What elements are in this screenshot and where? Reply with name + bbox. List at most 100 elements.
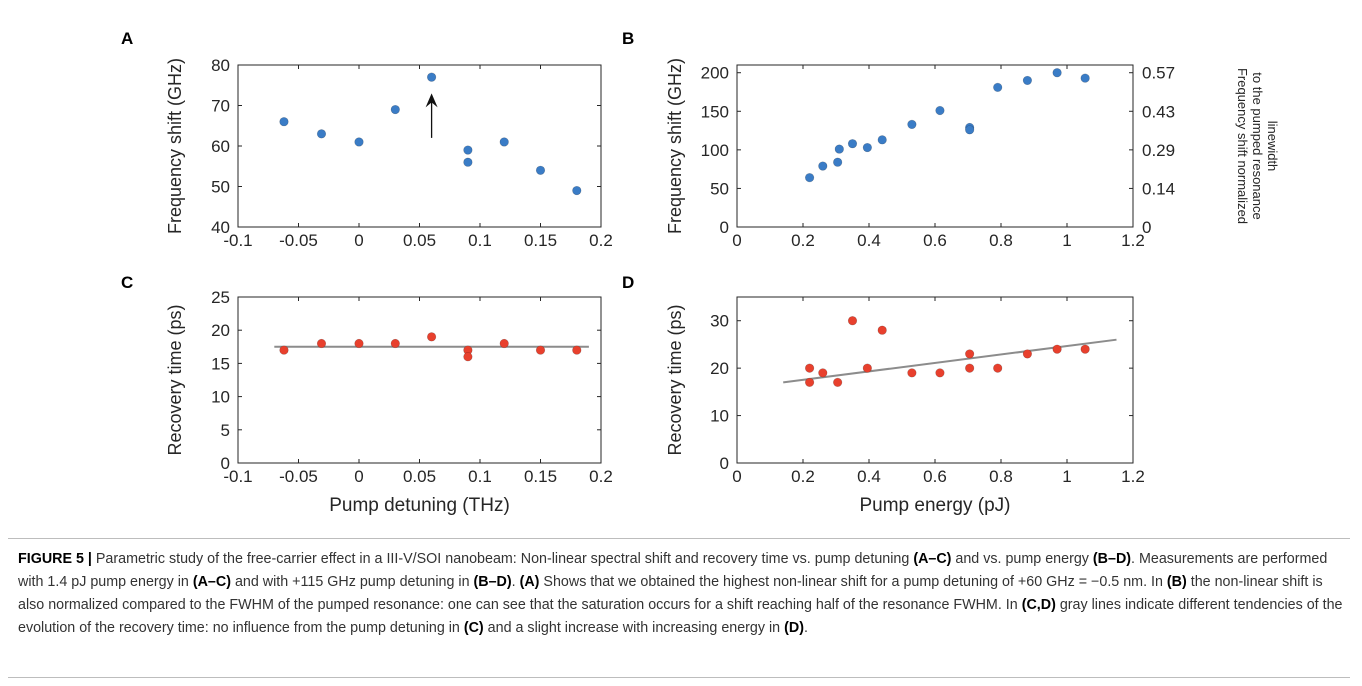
data-point — [877, 325, 887, 335]
data-point — [1052, 68, 1062, 78]
data-point — [804, 377, 815, 387]
x-tick-label: 0 — [354, 467, 363, 486]
x-tick-label: 1 — [1062, 467, 1071, 486]
x-tick-label: 0.05 — [403, 231, 436, 250]
y2-tick-label: 0.57 — [1142, 64, 1175, 83]
y-axis-label: Frequency shift (GHz) — [665, 58, 685, 234]
data-point — [847, 316, 858, 326]
data-point — [804, 173, 815, 183]
x-axis-label: Pump detuning (THz) — [329, 495, 510, 516]
caption-panel-ref: (C,D) — [1021, 597, 1056, 613]
data-point — [1022, 75, 1033, 86]
data-point — [993, 363, 1003, 373]
x-tick-label: 0 — [732, 231, 741, 250]
trend-line — [783, 338, 1117, 384]
y-tick-label: 25 — [211, 288, 230, 307]
caption-text: and with +115 GHz pump detuning in — [230, 574, 474, 590]
y-axis-label: Frequency shift (GHz) — [165, 58, 185, 234]
y2-tick-label: 0.43 — [1142, 102, 1175, 121]
data-point — [818, 161, 828, 171]
data-point — [279, 345, 289, 355]
y-tick-label: 100 — [701, 141, 729, 160]
x-axis-label: Pump energy (pJ) — [859, 495, 1010, 516]
caption-panel-ref: (B–D) — [473, 574, 512, 590]
x-tick-label: 1 — [1062, 231, 1071, 250]
x-tick-label: 0.15 — [524, 467, 557, 486]
caption-text: and vs. pump energy — [951, 551, 1093, 567]
data-point — [833, 377, 843, 387]
caption-text: and a slight increase with increasing en… — [483, 620, 785, 636]
y2-tick-label: 0 — [1142, 218, 1151, 237]
y-tick-label: 20 — [211, 321, 230, 340]
caption-box — [8, 538, 1350, 678]
y-tick-label: 200 — [701, 64, 729, 83]
x-tick-label: 0.2 — [791, 231, 815, 250]
annotation-arrow-head — [425, 93, 438, 108]
y-tick-label: 0 — [720, 454, 729, 473]
data-point — [935, 368, 945, 378]
caption-text: Parametric study of the free-carrier eff… — [91, 551, 914, 567]
data-point — [279, 117, 289, 127]
data-point — [499, 137, 509, 147]
data-point — [390, 338, 400, 349]
x-tick-label: 0.6 — [923, 467, 947, 486]
x-tick-label: 0.6 — [923, 231, 947, 250]
data-point — [1080, 344, 1090, 354]
x-tick-label: 0.4 — [857, 231, 881, 250]
caption-panel-ref: (A–C) — [192, 574, 231, 590]
data-point — [862, 142, 872, 153]
x-tick-label: 0 — [354, 231, 363, 250]
data-point — [965, 125, 975, 135]
x-tick-label: 0.15 — [524, 231, 557, 250]
x-tick-label: 0.8 — [989, 231, 1013, 250]
data-point — [993, 82, 1003, 92]
y-tick-label: 80 — [211, 56, 230, 75]
data-point — [834, 144, 844, 154]
y-tick-label: 50 — [710, 179, 729, 198]
axes-frame-a — [237, 64, 602, 228]
caption-panel-ref: (B–D) — [1092, 551, 1132, 567]
data-point — [427, 72, 437, 82]
x-tick-label: -0.1 — [223, 231, 252, 250]
x-tick-label: 0.2 — [589, 231, 613, 250]
caption-text: . — [803, 620, 808, 636]
data-point — [427, 332, 437, 342]
data-point — [862, 363, 872, 373]
y-tick-label: 150 — [701, 102, 729, 121]
y-axis-label: Recovery time (ps) — [665, 304, 685, 455]
y-tick-label: 20 — [710, 359, 729, 378]
data-point — [463, 145, 473, 155]
y2-axis-label-line: linewidth — [1265, 121, 1280, 172]
y-tick-label: 60 — [211, 137, 230, 156]
data-point — [572, 185, 582, 196]
data-point — [818, 368, 828, 378]
x-tick-label: -0.05 — [279, 467, 318, 486]
x-tick-label: 0.4 — [857, 467, 881, 486]
x-tick-label: -0.1 — [223, 467, 252, 486]
x-tick-label: 0.8 — [989, 467, 1013, 486]
data-point — [572, 345, 582, 355]
y-tick-label: 15 — [211, 354, 230, 373]
x-tick-label: -0.05 — [279, 231, 318, 250]
data-point — [804, 363, 815, 373]
data-point — [535, 345, 546, 355]
y-tick-label: 10 — [211, 388, 230, 407]
y-tick-label: 5 — [221, 421, 230, 440]
caption-panel-ref: (A) — [519, 574, 540, 590]
data-point — [463, 352, 473, 362]
data-point — [354, 338, 364, 349]
panel-label-b: B — [622, 29, 634, 48]
axes-frame-c — [237, 296, 602, 464]
y-tick-label: 30 — [710, 312, 729, 331]
data-point — [935, 105, 945, 116]
y-axis-label: Recovery time (ps) — [165, 304, 185, 455]
caption-panel-ref: (A–C) — [913, 551, 952, 567]
caption-text: Shows that we obtained the highest non-l… — [539, 574, 1167, 590]
data-point — [463, 157, 473, 167]
x-tick-label: 0.1 — [468, 467, 492, 486]
x-tick-label: 0.2 — [589, 467, 613, 486]
x-tick-label: 0.1 — [468, 231, 492, 250]
data-point — [354, 137, 364, 147]
data-point — [535, 165, 546, 175]
panel-label-a: A — [121, 29, 133, 48]
